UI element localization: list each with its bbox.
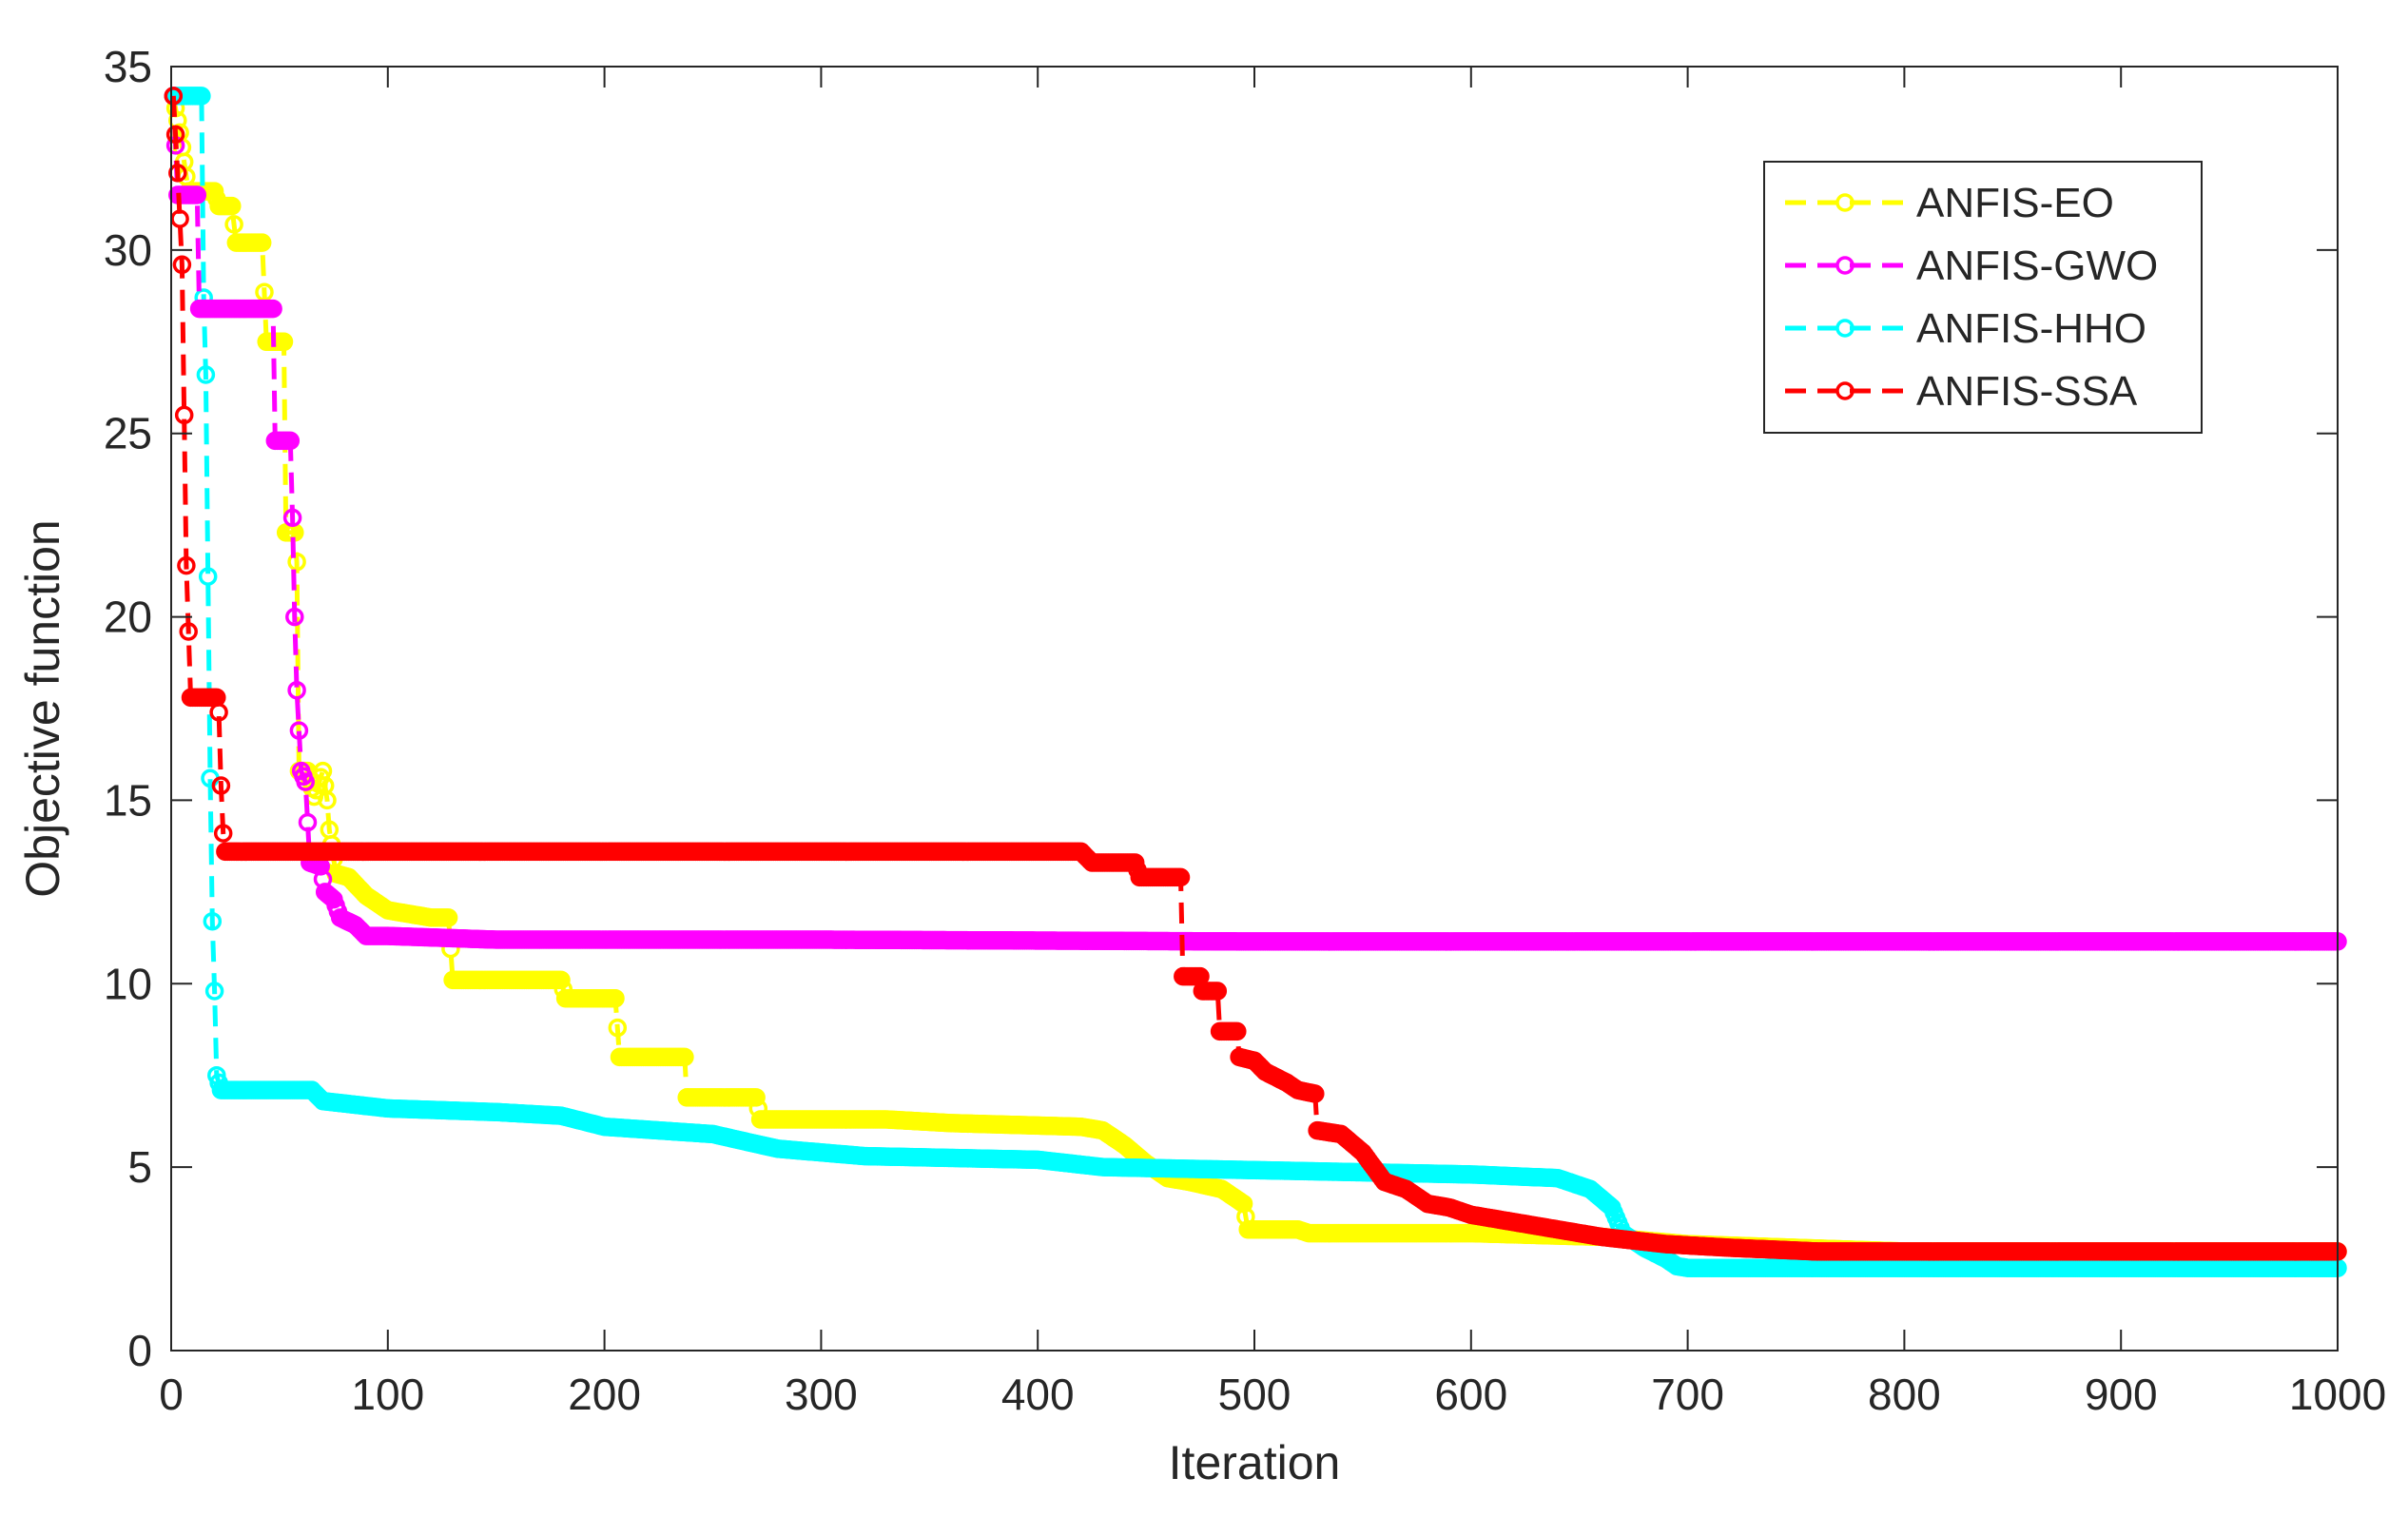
y-tick-label: 5 — [127, 1142, 152, 1192]
data-point — [170, 209, 189, 228]
data-point — [203, 911, 223, 931]
data-point — [606, 988, 625, 1008]
series-markers-anfis-ssa — [164, 87, 2347, 1261]
data-point — [209, 703, 228, 722]
series-markers-anfis-gwo — [164, 87, 2347, 951]
data-point — [274, 332, 294, 352]
data-point — [213, 824, 233, 843]
series-anfis-gwo — [164, 87, 2347, 951]
legend-label: ANFIS-SSA — [1916, 368, 2138, 415]
data-point — [1171, 867, 1191, 887]
data-point — [179, 622, 198, 641]
data-point — [289, 721, 309, 740]
data-point — [1233, 1194, 1253, 1214]
data-point — [282, 508, 302, 528]
data-point — [675, 1047, 694, 1067]
data-point — [165, 125, 185, 145]
y-tick-label: 15 — [104, 775, 152, 825]
data-point — [177, 555, 196, 575]
data-point — [192, 87, 211, 106]
data-point — [263, 299, 282, 319]
x-tick-label: 800 — [1868, 1370, 1941, 1419]
series-layer — [164, 87, 2347, 1277]
data-point — [552, 970, 571, 990]
data-point — [198, 567, 218, 586]
x-tick-label: 600 — [1434, 1370, 1507, 1419]
y-tick-label: 30 — [104, 225, 152, 275]
x-axis-title: Iteration — [1169, 1436, 1341, 1489]
x-tick-label: 400 — [1001, 1370, 1075, 1419]
data-point — [296, 772, 315, 791]
data-point — [318, 790, 337, 810]
legend-item: ANFIS-GWO — [1785, 243, 2158, 289]
data-point — [168, 164, 187, 183]
data-point — [187, 185, 207, 204]
axes-layer: 0 100 200 300 400 500 600 700 800 900 1000 0 5 10 15 20… — [104, 42, 2386, 1419]
legend-item: ANFIS-EO — [1785, 180, 2114, 226]
y-tick-label: 25 — [104, 409, 152, 458]
x-tick-label: 200 — [568, 1370, 641, 1419]
legend-marker — [1835, 256, 1855, 275]
y-tick-label: 20 — [104, 593, 152, 642]
x-tick-label: 900 — [2085, 1370, 2158, 1419]
data-point — [1306, 1084, 1325, 1103]
x-tick-label: 100 — [351, 1370, 424, 1419]
data-point — [172, 255, 192, 275]
data-point — [1208, 982, 1228, 1001]
y-axis-title: Objective function — [16, 519, 69, 897]
data-point — [281, 431, 301, 451]
legend-marker — [1835, 381, 1855, 400]
legend-marker — [1835, 319, 1855, 338]
legend-label: ANFIS-GWO — [1916, 243, 2158, 289]
data-point — [438, 908, 458, 927]
data-point — [223, 196, 242, 216]
data-point — [204, 982, 224, 1001]
data-point — [287, 552, 306, 572]
legend-marker — [1835, 193, 1855, 212]
x-tick-label: 0 — [159, 1370, 184, 1419]
data-point — [608, 1018, 628, 1038]
legend-item: ANFIS-SSA — [1785, 368, 2138, 415]
data-point — [224, 215, 243, 234]
legend-item: ANFIS-HHO — [1785, 305, 2146, 352]
data-point — [298, 812, 318, 832]
y-tick-label: 35 — [104, 42, 152, 91]
legend-label: ANFIS-HHO — [1916, 305, 2146, 352]
data-point — [174, 405, 194, 425]
x-tick-label: 700 — [1651, 1370, 1724, 1419]
data-point — [287, 680, 306, 700]
x-tick-label: 1000 — [2289, 1370, 2386, 1419]
data-point — [196, 365, 216, 384]
data-point — [211, 776, 231, 795]
x-tick-label: 500 — [1218, 1370, 1291, 1419]
x-tick-label: 300 — [785, 1370, 858, 1419]
legend: ANFIS-EO ANFIS-GWO ANFIS-HHO ANFIS-SSA — [1763, 161, 2203, 434]
y-tick-label: 10 — [104, 959, 152, 1008]
y-tick-label: 0 — [127, 1326, 152, 1375]
data-point — [164, 87, 184, 106]
data-point — [252, 233, 272, 252]
data-point — [1228, 1021, 1247, 1041]
plot-frame — [170, 66, 2339, 1352]
series-markers-anfis-hho — [164, 87, 2347, 1277]
data-point — [747, 1088, 766, 1107]
legend-label: ANFIS-EO — [1916, 180, 2114, 226]
series-anfis-ssa — [164, 87, 2347, 1261]
data-point — [285, 607, 304, 627]
